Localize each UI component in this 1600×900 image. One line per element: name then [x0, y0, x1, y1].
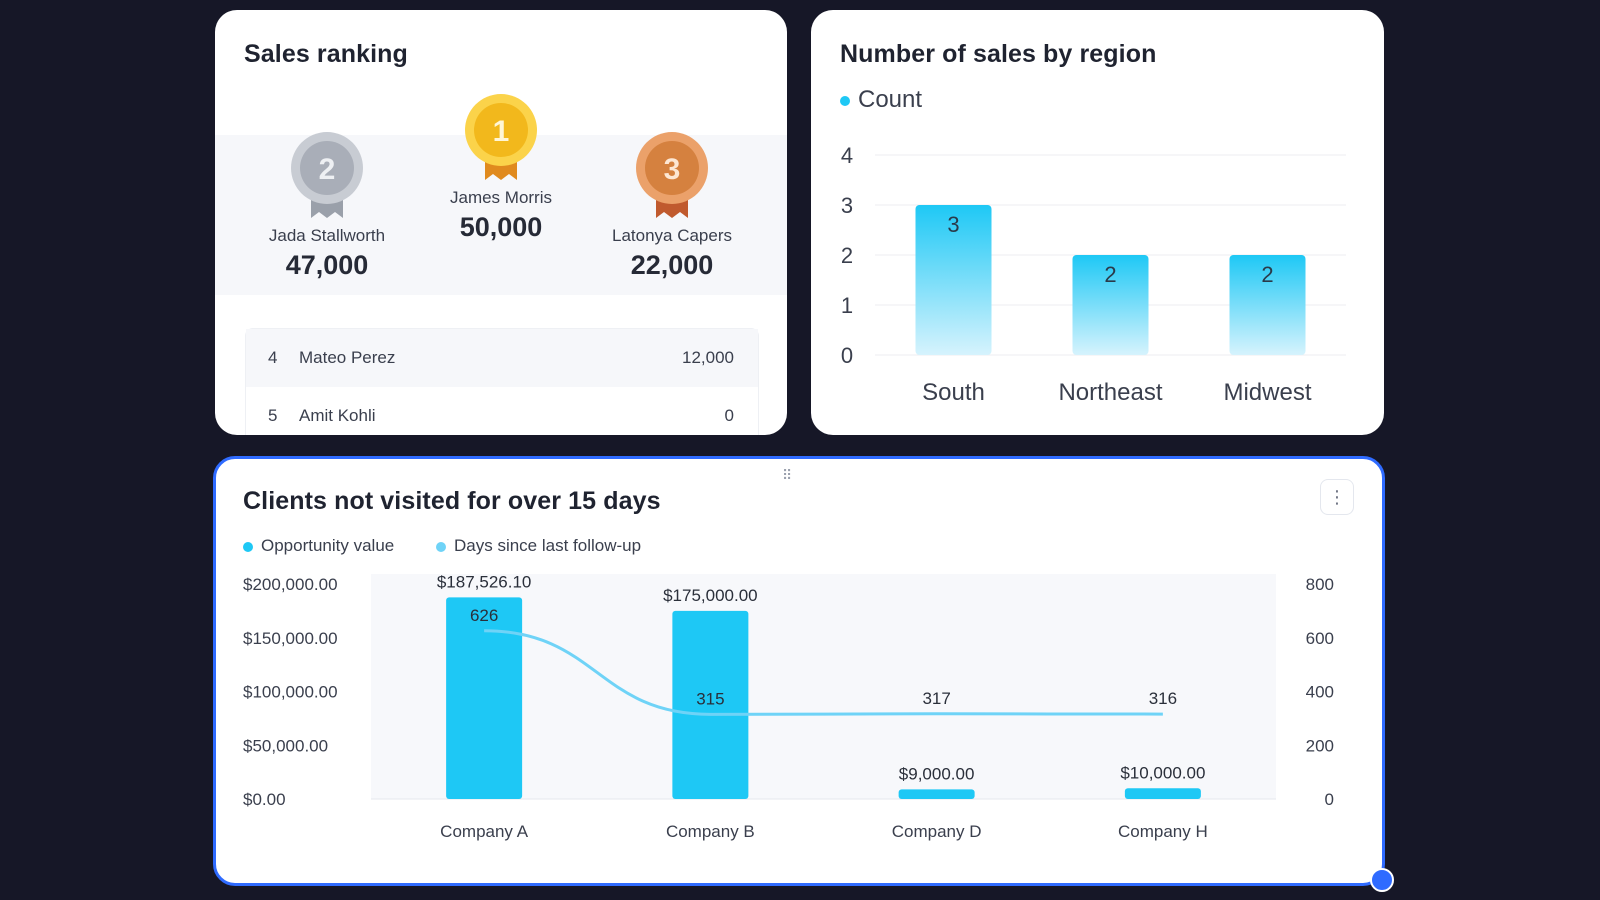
region-bar: [1072, 255, 1149, 355]
clients-right-tick-label: 800: [1306, 575, 1334, 594]
resize-handle-icon[interactable]: [1370, 868, 1394, 892]
clients-right-tick-label: 600: [1306, 629, 1334, 648]
clients-left-tick-label: $50,000.00: [243, 736, 328, 755]
region-y-tick-label: 4: [841, 143, 853, 168]
podium-second-value: 47,000: [285, 250, 369, 280]
legend-dot-icon: [243, 541, 253, 552]
ranking-row-name: Mateo Perez: [299, 348, 396, 367]
ranking-list: 4 Mateo Perez 12,000 5 Amit Kohli 0: [245, 328, 759, 435]
medal-rank-text: 3: [664, 153, 681, 186]
clients-right-tick-label: 0: [1325, 790, 1334, 809]
podium-third-value: 22,000: [630, 250, 714, 280]
region-y-tick-label: 0: [841, 343, 853, 368]
clients-left-tick-label: $100,000.00: [243, 683, 338, 702]
clients-left-tick-label: $200,000.00: [243, 575, 338, 594]
opportunity-bar-label: $9,000.00: [899, 764, 975, 783]
medal-rank-text: 1: [493, 115, 510, 148]
legend-days-label: Days since last follow-up: [454, 536, 642, 555]
legend-days-since[interactable]: Days since last follow-up: [436, 536, 641, 556]
region-y-tick-label: 1: [841, 293, 853, 318]
region-y-tick-label: 3: [841, 193, 853, 218]
opportunity-bar: [446, 597, 523, 799]
days-since-point-label: 626: [470, 606, 498, 625]
region-y-tick-label: 2: [841, 243, 853, 268]
region-x-tick-label: South: [922, 379, 985, 406]
podium-third-name: Latonya Capers: [611, 226, 733, 245]
sales-ranking-title: Sales ranking: [244, 40, 408, 68]
legend-dot-icon: [436, 541, 446, 552]
ranking-row-name: Amit Kohli: [299, 406, 376, 425]
clients-x-tick-label: Company D: [892, 822, 982, 841]
clients-not-visited-card[interactable]: ⠿ Clients not visited for over 15 days ⋮…: [213, 456, 1385, 886]
region-legend-label: Count: [858, 86, 923, 113]
legend-dot-icon: [840, 95, 850, 106]
region-x-tick-label: Northeast: [1058, 379, 1162, 406]
legend-opportunity-value[interactable]: Opportunity value: [243, 536, 394, 556]
clients-x-tick-label: Company B: [666, 822, 755, 841]
clients-not-visited-title: Clients not visited for over 15 days: [243, 487, 661, 515]
days-since-line: [484, 629, 1163, 716]
days-since-point-label: 315: [696, 689, 724, 708]
ranking-row-position: 5: [268, 406, 278, 425]
podium-first-name: James Morris: [449, 188, 552, 207]
region-legend-count[interactable]: Count: [840, 86, 922, 114]
sales-by-region-card: Number of sales by region Count 0 1 2 3 4 3 So…: [811, 10, 1384, 435]
days-since-point-label: 316: [1149, 689, 1177, 708]
opportunity-bar-label: $175,000.00: [663, 586, 758, 605]
kebab-menu-icon[interactable]: ⋮: [1320, 479, 1354, 515]
opportunity-bar-label: $10,000.00: [1120, 763, 1205, 782]
silver-medal-icon: 2: [291, 132, 363, 218]
ranking-row[interactable]: 4 Mateo Perez 12,000: [246, 329, 758, 387]
podium-first-value: 50,000: [459, 212, 543, 242]
ranking-row-position: 4: [268, 348, 278, 367]
ranking-row-value: 12,000: [682, 348, 734, 367]
region-bar: [915, 205, 992, 355]
medal-rank-text: 2: [319, 153, 336, 186]
opportunity-bar: [898, 789, 975, 799]
clients-left-tick-label: $0.00: [243, 790, 286, 809]
legend-opportunity-label: Opportunity value: [261, 536, 395, 555]
clients-right-tick-label: 400: [1306, 683, 1334, 702]
bronze-medal-icon: 3: [636, 132, 708, 218]
clients-x-tick-label: Company H: [1118, 822, 1208, 841]
clients-combo-chart: $0.00 $50,000.00 $100,000.00 $150,000.00 $20…: [243, 572, 1334, 841]
sales-by-region-title: Number of sales by region: [840, 40, 1157, 68]
region-bar-chart: 0 1 2 3 4 3 South 2 Northeast 2 Midwest: [841, 143, 1346, 406]
opportunity-bar: [1124, 788, 1201, 799]
ranking-row[interactable]: 5 Amit Kohli 0: [246, 387, 758, 435]
opportunity-bar-label: $187,526.10: [437, 572, 532, 591]
ranking-row-value: 0: [724, 406, 734, 425]
podium-first: 1 James Morris 50,000: [421, 92, 581, 243]
podium-second-name: Jada Stallworth: [268, 226, 386, 245]
drag-handle-icon[interactable]: ⠿: [782, 467, 794, 483]
clients-x-tick-label: Company A: [440, 822, 529, 841]
sales-ranking-card: Sales ranking 2 Jada Stallworth 47,000 1…: [215, 10, 787, 435]
clients-left-tick-label: $150,000.00: [243, 629, 338, 648]
podium-third: 3 Latonya Capers 22,000: [592, 130, 752, 281]
opportunity-bar: [672, 610, 749, 799]
region-bar-data-label: 2: [1104, 262, 1116, 287]
gold-medal-icon: 1: [465, 94, 537, 180]
region-bar-data-label: 3: [947, 212, 959, 237]
clients-right-tick-label: 200: [1306, 736, 1334, 755]
podium-second: 2 Jada Stallworth 47,000: [247, 130, 407, 281]
days-since-point-label: 317: [922, 689, 950, 708]
region-x-tick-label: Midwest: [1223, 379, 1311, 406]
region-bar-data-label: 2: [1261, 262, 1273, 287]
region-bar: [1229, 255, 1306, 355]
